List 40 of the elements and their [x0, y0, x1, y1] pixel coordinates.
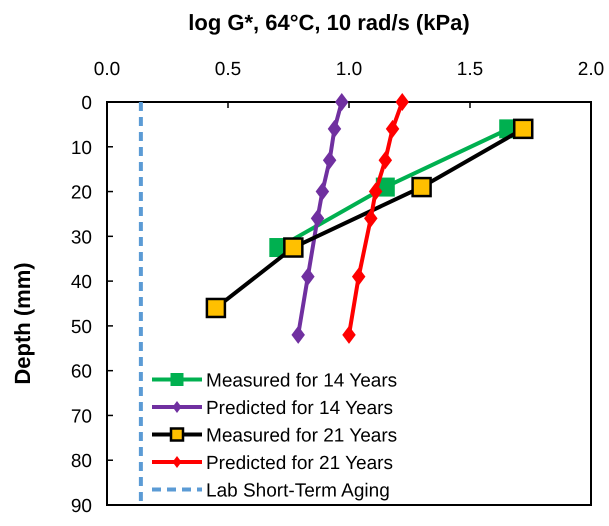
x-axis-title: log G*, 64°C, 10 rad/s (kPa): [188, 10, 470, 35]
point: [316, 182, 330, 201]
point: [328, 120, 342, 138]
point: [322, 151, 336, 170]
legend-label: Lab Short-Term Aging: [206, 480, 390, 502]
x-tick-label: 0.5: [214, 59, 242, 80]
y-tick-label: 40: [70, 272, 92, 294]
point: [386, 120, 400, 138]
point: [411, 176, 432, 198]
point: [352, 268, 366, 286]
legend-label: Measured for 21 Years: [206, 426, 398, 446]
x-tick-label: 1.0: [336, 59, 362, 80]
x-tick-label: 1.5: [456, 59, 484, 80]
point: [378, 151, 392, 170]
y-tick-label: 80: [70, 451, 92, 472]
point: [310, 209, 324, 228]
y-tick-label: 50: [70, 316, 92, 338]
point: [334, 93, 348, 111]
x-tick-label: 0.0: [94, 59, 120, 80]
y-tick-label: 70: [70, 406, 92, 428]
point: [283, 237, 304, 258]
point: [395, 93, 409, 111]
y-tick-label: 60: [70, 362, 92, 383]
legend-label: Predicted for 14 Years: [206, 398, 393, 419]
x-tick-label: 2.0: [578, 59, 604, 80]
point: [291, 326, 305, 344]
y-tick-label: 0: [81, 93, 92, 114]
y-tick-label: 90: [70, 496, 92, 517]
legend-label: Measured for 14 Years: [206, 370, 398, 392]
y-tick-label: 10: [70, 138, 92, 159]
point: [206, 298, 226, 318]
y-tick-label: 20: [70, 182, 92, 204]
point: [512, 118, 534, 140]
point: [301, 268, 315, 286]
point: [342, 326, 356, 344]
legend-label: Predicted for 21 Years: [206, 453, 393, 474]
point: [368, 182, 382, 201]
y-axis-title: Depth (mm): [10, 262, 35, 385]
point: [364, 209, 378, 228]
y-tick-label: 30: [70, 227, 92, 248]
